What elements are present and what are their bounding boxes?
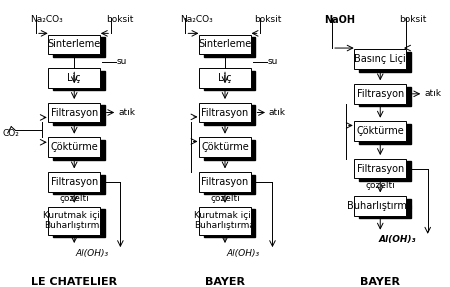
Text: atık: atık	[424, 89, 441, 98]
Text: BAYER
1892: BAYER 1892	[360, 277, 400, 287]
Bar	[49, 35, 100, 54]
Text: çözelti: çözelti	[365, 181, 395, 190]
Bar	[53, 140, 104, 160]
Text: Çöktürme: Çöktürme	[356, 126, 404, 136]
Text: çözelti: çözelti	[59, 194, 89, 203]
Text: Liç: Liç	[68, 73, 81, 83]
Bar	[199, 103, 251, 122]
Text: su: su	[117, 57, 127, 66]
Bar	[359, 124, 410, 144]
Bar	[203, 105, 256, 125]
Bar	[199, 172, 251, 192]
Text: NaOH: NaOH	[324, 15, 355, 25]
Bar	[359, 87, 410, 106]
Text: BAYER
1888: BAYER 1888	[205, 277, 245, 287]
Bar	[203, 71, 256, 90]
Text: Filtrasyon: Filtrasyon	[50, 177, 98, 187]
Bar	[49, 103, 100, 122]
Bar	[355, 121, 406, 141]
Bar	[49, 207, 100, 234]
Bar	[359, 162, 410, 181]
Bar	[203, 209, 256, 237]
Text: boksit: boksit	[106, 15, 133, 24]
Bar	[199, 207, 251, 234]
Bar	[49, 68, 100, 88]
Text: Na₂CO₃: Na₂CO₃	[31, 15, 63, 24]
Text: Liç: Liç	[218, 73, 232, 83]
Text: Kurutmak için
Buharlıştırma: Kurutmak için Buharlıştırma	[43, 211, 106, 230]
Bar	[53, 71, 104, 90]
Text: Filtrasyon: Filtrasyon	[202, 177, 248, 187]
Bar	[203, 140, 256, 160]
Text: Buharlıştırma: Buharlıştırma	[347, 201, 413, 211]
Bar	[53, 37, 104, 57]
Text: Basınç Liçi: Basınç Liçi	[355, 54, 406, 64]
Bar	[53, 209, 104, 237]
Text: Kurutmak için
Buharlıştırma: Kurutmak için Buharlıştırma	[194, 211, 256, 230]
Bar	[203, 175, 256, 194]
Bar	[199, 137, 251, 157]
Text: Al(OH)₃: Al(OH)₃	[76, 249, 109, 258]
Bar	[355, 84, 406, 104]
Text: Filtrasyon: Filtrasyon	[202, 108, 248, 117]
Bar	[355, 159, 406, 178]
Bar	[49, 137, 100, 157]
Text: su: su	[267, 57, 278, 66]
Text: LE CHATELIER
1855: LE CHATELIER 1855	[31, 277, 117, 287]
Text: boksit: boksit	[400, 15, 427, 24]
Bar	[199, 35, 251, 54]
Text: atık: atık	[269, 108, 286, 117]
Text: Filtrasyon: Filtrasyon	[50, 108, 98, 117]
Text: Filtrasyon: Filtrasyon	[356, 89, 404, 99]
Text: Sinterleme: Sinterleme	[198, 39, 252, 49]
Bar	[53, 105, 104, 125]
Bar	[359, 52, 410, 71]
Bar	[355, 49, 406, 69]
Text: Al(OH)₃: Al(OH)₃	[378, 235, 416, 244]
Text: Çöktürme: Çöktürme	[50, 142, 98, 152]
Text: atık: atık	[118, 108, 135, 117]
Bar	[203, 37, 256, 57]
Bar	[49, 172, 100, 192]
Text: Sinterleme: Sinterleme	[48, 39, 101, 49]
Text: Na₂CO₃: Na₂CO₃	[180, 15, 213, 24]
Bar	[355, 196, 406, 216]
Text: boksit: boksit	[254, 15, 282, 24]
Bar	[199, 68, 251, 88]
Text: Çöktürme: Çöktürme	[201, 142, 249, 152]
Text: CO₂: CO₂	[2, 129, 19, 138]
Bar	[53, 175, 104, 194]
Text: Filtrasyon: Filtrasyon	[356, 164, 404, 174]
Bar	[359, 199, 410, 218]
Text: Al(OH)₃: Al(OH)₃	[226, 249, 260, 258]
Text: çözelti: çözelti	[210, 194, 240, 203]
